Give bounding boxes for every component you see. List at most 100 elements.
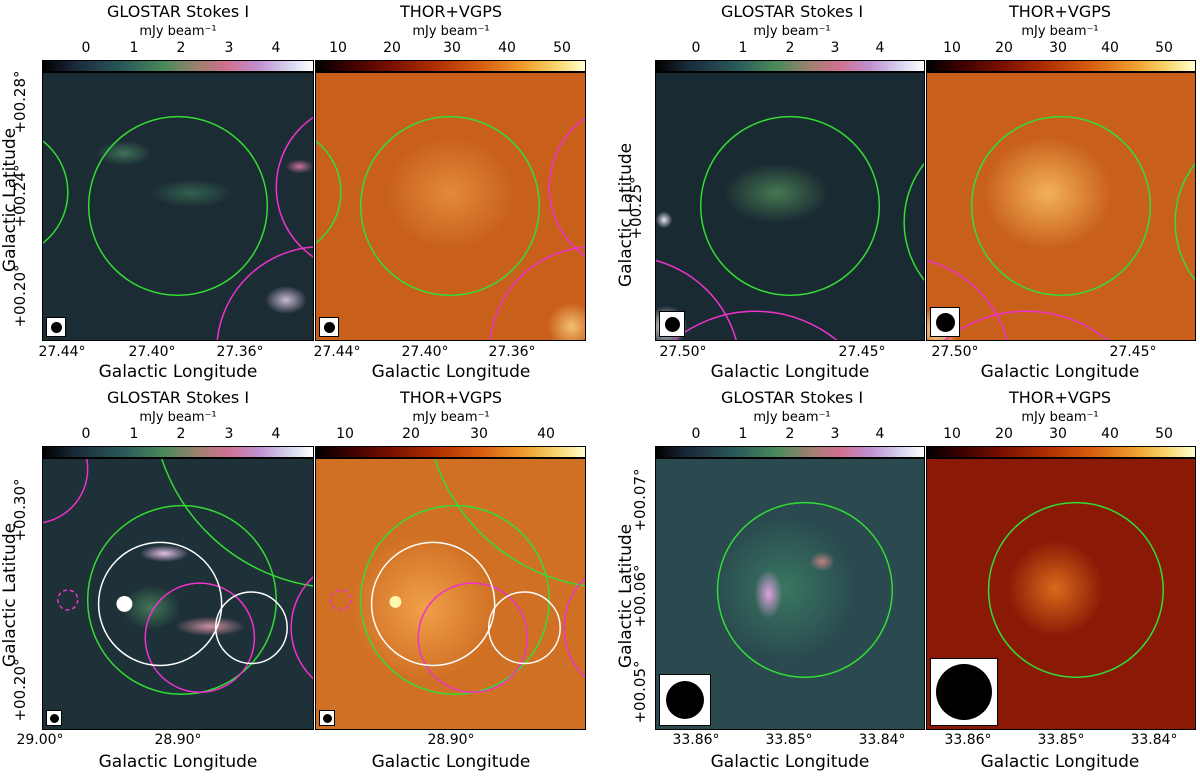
title-glostar-b: GLOSTAR Stokes I [720, 2, 864, 21]
green-circle-region [699, 115, 881, 297]
green-circle-region [1174, 162, 1195, 281]
cb-tick: 4 [271, 40, 281, 56]
beam-box [659, 311, 685, 337]
green-circle-region [43, 140, 69, 244]
image-glostar-a [42, 72, 314, 341]
white-circle-region [214, 591, 288, 665]
beam-ellipse [323, 714, 332, 723]
image-glostar-c [42, 458, 314, 730]
regions-overlay [43, 115, 313, 340]
colorbar-glostar-a [42, 60, 314, 72]
cb-tick: 4 [875, 40, 885, 56]
white-circle-region [487, 591, 561, 665]
magenta-circle-region [563, 577, 585, 679]
x-axis-label: Galactic Longitude [371, 752, 531, 772]
green-circle-region [359, 504, 551, 695]
y-tick: +00.28° [11, 70, 29, 134]
beam-box [46, 710, 62, 726]
colorbar-glostar-c [42, 446, 314, 458]
cb-tick: 4 [875, 426, 885, 442]
colorbar-unit-thor-a: mJy beam⁻¹ [412, 24, 490, 39]
green-circle-region [86, 504, 278, 696]
cb-tick: 30 [443, 40, 461, 56]
cb-tick: 2 [785, 426, 795, 442]
image-glostar-b [655, 72, 925, 341]
green-circle-region [359, 115, 541, 297]
green-circle-region [434, 459, 585, 587]
x-tick: 28.90° [154, 732, 202, 748]
green-circle-region [903, 162, 924, 281]
beam-ellipse [665, 317, 680, 332]
x-tick: 29.00° [16, 732, 64, 748]
x-tick: 33.86° [672, 732, 720, 748]
image-thor-d [926, 458, 1196, 730]
cb-tick: 0 [81, 426, 91, 442]
cb-tick: 0 [691, 40, 701, 56]
cb-tick: 10 [943, 426, 961, 442]
cb-tick: 3 [830, 40, 840, 56]
colorbar-unit-glostar-d: mJy beam⁻¹ [753, 410, 831, 425]
regions-overlay [43, 459, 313, 696]
colorbar-unit-glostar-b: mJy beam⁻¹ [753, 24, 831, 39]
x-axis-label: Galactic Longitude [371, 362, 531, 382]
cb-tick: 40 [498, 40, 516, 56]
magenta-dashed-circle-region [330, 589, 352, 611]
x-tick: 27.40° [401, 344, 449, 360]
colorbar-unit-thor-b: mJy beam⁻¹ [1021, 24, 1099, 39]
colorbar-unit-glostar-c: mJy beam⁻¹ [139, 410, 217, 425]
cb-tick: 2 [176, 426, 186, 442]
beam-box [319, 317, 339, 337]
cb-tick: 40 [1101, 426, 1119, 442]
colorbar-unit-glostar-a: mJy beam⁻¹ [139, 24, 217, 39]
regions-overlay [927, 115, 1195, 340]
beam-box [659, 674, 711, 726]
y-tick: +00.05° [631, 660, 649, 724]
beam-ellipse [936, 664, 992, 720]
beam-ellipse [666, 681, 704, 719]
beam-box [46, 317, 66, 337]
green-circle-region [161, 459, 313, 587]
cb-tick: 10 [943, 40, 961, 56]
image-thor-b [926, 72, 1196, 341]
colorbar-unit-thor-d: mJy beam⁻¹ [1021, 410, 1099, 425]
cb-tick: 30 [1049, 426, 1067, 442]
colorbar-glostar-b [655, 60, 925, 72]
x-tick: 33.85° [1037, 732, 1085, 748]
x-axis-label: Galactic Longitude [710, 362, 870, 382]
x-tick: 28.90° [427, 732, 475, 748]
magenta-circle-region [290, 576, 313, 680]
title-thor-d: THOR+VGPS [1008, 388, 1112, 407]
x-tick: 33.84° [1130, 732, 1178, 748]
title-thor-a: THOR+VGPS [399, 2, 503, 21]
title-thor-b: THOR+VGPS [1008, 2, 1112, 21]
title-glostar-c: GLOSTAR Stokes I [106, 388, 250, 407]
cb-tick: 2 [785, 40, 795, 56]
cb-tick: 0 [691, 426, 701, 442]
white-circle-region [370, 541, 496, 667]
regions-overlay [656, 115, 924, 340]
magenta-circle-region [672, 310, 838, 340]
green-circle-region [970, 115, 1152, 297]
x-tick: 27.36° [216, 344, 264, 360]
beam-box [930, 307, 960, 337]
cb-tick: 20 [383, 40, 401, 56]
x-tick: 27.36° [488, 344, 536, 360]
image-glostar-d [655, 458, 925, 730]
magenta-dashed-circle-region [57, 589, 79, 611]
colorbar-unit-thor-c: mJy beam⁻¹ [412, 410, 490, 425]
beam-ellipse [324, 322, 335, 333]
magenta-circle-region [144, 582, 256, 694]
y-tick: +00.07° [631, 468, 649, 532]
title-thor-c: THOR+VGPS [399, 388, 503, 407]
x-tick: 27.50° [659, 344, 707, 360]
x-tick: 27.45° [1109, 344, 1157, 360]
cb-tick: 3 [830, 426, 840, 442]
cb-tick: 20 [995, 40, 1013, 56]
title-glostar-d: GLOSTAR Stokes I [720, 388, 864, 407]
cb-tick: 3 [224, 426, 234, 442]
beam-ellipse [50, 714, 59, 723]
cb-tick: 2 [176, 40, 186, 56]
x-tick: 27.44° [38, 344, 86, 360]
magenta-circle-region [417, 582, 529, 694]
title-glostar-a: GLOSTAR Stokes I [106, 2, 250, 21]
